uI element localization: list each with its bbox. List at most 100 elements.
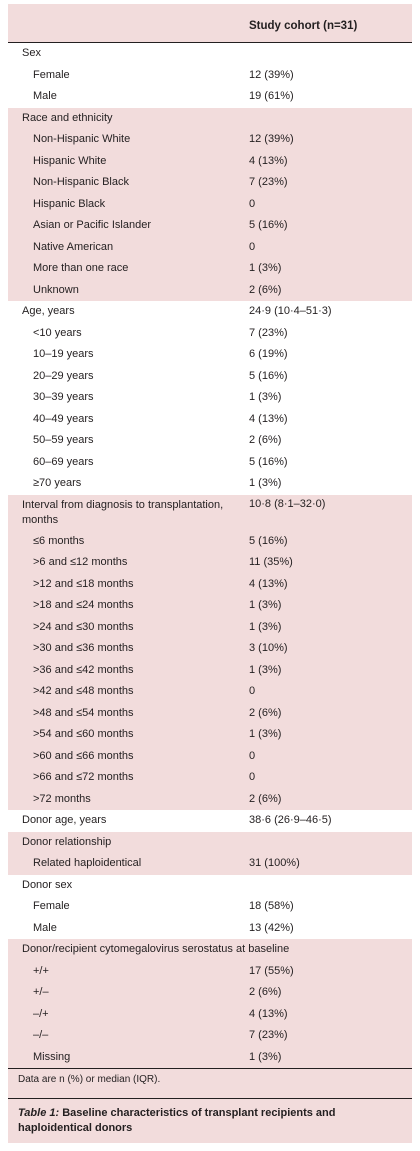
row-label: >54 and ≤60 months <box>33 728 134 740</box>
row-label: Non-Hispanic White <box>33 133 131 145</box>
row-value: 1 (3%) <box>249 1050 282 1063</box>
row-value: 18 (58%) <box>249 900 294 912</box>
row-label: Female <box>33 900 70 912</box>
table-row: >12 and ≤18 months 4 (13%) <box>8 574 412 596</box>
row-label: 60–69 years <box>33 455 94 468</box>
row-label: Hispanic Black <box>33 197 106 210</box>
table-row: Male 19 (61%) <box>8 86 412 108</box>
table-header: Study cohort (n=31) <box>8 4 412 43</box>
table-panel: Study cohort (n=31) Sex Female 12 (39%) Mal… <box>8 4 412 1143</box>
row-value: 7 (23%) <box>249 176 288 188</box>
row-label: Donor relationship <box>22 835 112 848</box>
table-body: Sex Female 12 (39%) Male 19 (61%) Race and et… <box>8 43 412 1068</box>
table-row: Asian or Pacific Islander 5 (16%) <box>8 215 412 237</box>
row-label: More than one race <box>33 262 129 274</box>
row-label: Male <box>33 90 57 102</box>
table-row: Non-Hispanic White 12 (39%) <box>8 129 412 151</box>
row-label: >30 and ≤36 months <box>33 642 134 654</box>
table-row: Male 13 (42%) <box>8 917 412 939</box>
row-value: 1 (3%) <box>249 663 282 676</box>
row-label: Non-Hispanic Black <box>33 176 129 188</box>
table-row: +/– 2 (6%) <box>8 982 412 1004</box>
row-label: 10–19 years <box>33 348 94 360</box>
table-row: >72 months 2 (6%) <box>8 789 412 811</box>
row-value: 4 (13%) <box>249 577 288 590</box>
row-label: +/– <box>33 986 49 998</box>
row-label: Donor sex <box>22 878 73 891</box>
table-row: 60–69 years 5 (16%) <box>8 451 412 473</box>
table-row: Hispanic White 4 (13%) <box>8 151 412 173</box>
table-row: >60 and ≤66 months 0 <box>8 746 412 768</box>
table-row: ≥70 years 1 (3%) <box>8 473 412 495</box>
row-value: 7 (23%) <box>249 1029 288 1041</box>
table-footnote: Data are n (%) or median (IQR). <box>8 1068 412 1098</box>
row-value: 10·8 (8·1–32·0) <box>249 497 326 510</box>
row-value: 1 (3%) <box>249 599 282 611</box>
row-value: 1 (3%) <box>249 728 282 740</box>
row-value: 0 <box>249 771 256 783</box>
row-label: >36 and ≤42 months <box>33 663 134 676</box>
row-label: Donor age, years <box>22 814 107 826</box>
caption-number: Table 1: <box>18 1107 60 1119</box>
table-row: Hispanic Black 0 <box>8 194 412 216</box>
row-label: Related haploidentical <box>33 857 142 869</box>
row-value: 2 (6%) <box>249 986 282 998</box>
row-label: >66 and ≤72 months <box>33 771 134 783</box>
row-value: 5 (16%) <box>249 534 288 547</box>
row-value: 13 (42%) <box>249 921 294 934</box>
table-row: –/+ 4 (13%) <box>8 1004 412 1026</box>
table-row: +/+ 17 (55%) <box>8 961 412 983</box>
row-label: Race and ethnicity <box>22 111 113 124</box>
row-label: >60 and ≤66 months <box>33 749 134 762</box>
table-row: Donor relationship <box>8 832 412 854</box>
row-value: 19 (61%) <box>249 90 294 102</box>
row-value: 5 (16%) <box>249 219 288 231</box>
row-value: 4 (13%) <box>249 154 288 167</box>
table-row: >36 and ≤42 months 1 (3%) <box>8 660 412 682</box>
table-row: 40–49 years 4 (13%) <box>8 408 412 430</box>
row-label: >6 and ≤12 months <box>33 556 128 568</box>
row-value: 3 (10%) <box>249 642 288 654</box>
row-value: 0 <box>249 749 256 762</box>
row-label: Donor/recipient cytomegalovirus serostat… <box>22 943 290 955</box>
row-value: 38·6 (26·9–46·5) <box>249 814 332 826</box>
row-value: 2 (6%) <box>249 283 282 296</box>
row-value: 17 (55%) <box>249 964 294 977</box>
row-label: –/+ <box>33 1007 49 1020</box>
table-row: Sex <box>8 43 412 65</box>
row-label: 50–59 years <box>33 434 94 446</box>
row-label: Sex <box>22 47 41 59</box>
table-row: <10 years 7 (23%) <box>8 322 412 344</box>
row-value: 1 (3%) <box>249 262 282 274</box>
row-value: 4 (13%) <box>249 1007 288 1020</box>
row-value: 12 (39%) <box>249 68 294 81</box>
table-row: More than one race 1 (3%) <box>8 258 412 280</box>
row-value: 0 <box>249 240 256 253</box>
row-label: +/+ <box>33 964 49 977</box>
row-label: –/– <box>33 1029 49 1041</box>
table-row: Related haploidentical 31 (100%) <box>8 853 412 875</box>
row-label: Male <box>33 921 57 934</box>
table-row: >18 and ≤24 months 1 (3%) <box>8 595 412 617</box>
table-row: Interval from diagnosis to transplantati… <box>8 495 412 531</box>
row-value: 4 (13%) <box>249 412 288 425</box>
table-row: 30–39 years 1 (3%) <box>8 387 412 409</box>
row-value: 1 (3%) <box>249 477 282 489</box>
row-value: 0 <box>249 685 256 697</box>
row-value: 5 (16%) <box>249 455 288 468</box>
table-row: Native American 0 <box>8 237 412 259</box>
row-label: Native American <box>33 240 114 253</box>
table-row: >30 and ≤36 months 3 (10%) <box>8 638 412 660</box>
row-label: Unknown <box>33 283 79 296</box>
table-row: 20–29 years 5 (16%) <box>8 365 412 387</box>
row-label: Missing <box>33 1050 71 1063</box>
row-value: 1 (3%) <box>249 391 282 403</box>
row-label: >42 and ≤48 months <box>33 685 134 697</box>
caption-text: Baseline characteristics of transplant r… <box>18 1107 336 1134</box>
row-value: 2 (6%) <box>249 706 282 719</box>
table-row: Donor/recipient cytomegalovirus serostat… <box>8 939 412 961</box>
row-label: 30–39 years <box>33 391 94 403</box>
row-label: >12 and ≤18 months <box>33 577 134 590</box>
table-row: >48 and ≤54 months 2 (6%) <box>8 703 412 725</box>
row-label: 20–29 years <box>33 369 94 382</box>
